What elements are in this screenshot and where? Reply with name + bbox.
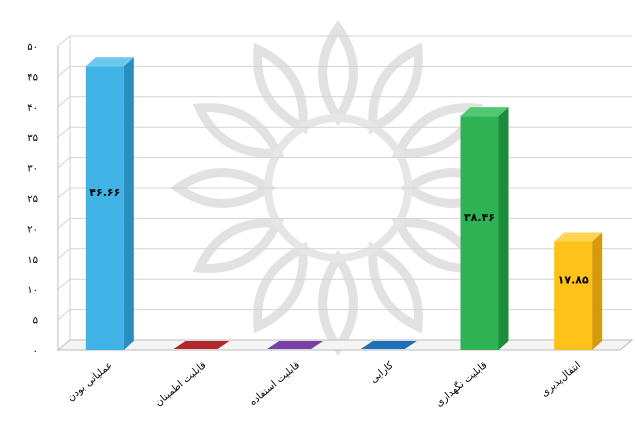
bar-1 bbox=[85, 57, 134, 351]
x-category-label: انتقال‌پذیری bbox=[539, 360, 583, 399]
bar-top bbox=[85, 57, 134, 67]
x-category-label: کارایی bbox=[368, 360, 396, 386]
gridline-side bbox=[57, 96, 71, 108]
bar-front bbox=[85, 66, 124, 351]
x-category-label: عملیاتی بودن bbox=[65, 360, 114, 404]
y-tick-label: ۰ bbox=[33, 346, 38, 357]
bar-top bbox=[460, 107, 509, 117]
gridline-side bbox=[57, 157, 71, 168]
bar-zero-slab bbox=[360, 341, 417, 349]
bar-side bbox=[498, 107, 509, 350]
bar-6 bbox=[554, 232, 603, 350]
gridline-side bbox=[57, 187, 71, 199]
x-axis-categories: عملیاتی بودن قابلیت اطمینان قابلیت استفاده… bbox=[65, 359, 583, 409]
watermark-petal bbox=[253, 241, 308, 334]
x-category-label: قابلیت نگهداری bbox=[433, 359, 490, 409]
bar-front bbox=[460, 116, 499, 350]
bar-zero-slab bbox=[267, 341, 324, 349]
watermark-petal bbox=[368, 241, 423, 334]
gridline-side bbox=[57, 248, 71, 260]
gridline-side bbox=[57, 126, 71, 138]
bar-side bbox=[592, 232, 603, 350]
bar-3 bbox=[267, 341, 324, 349]
bar-5 bbox=[460, 107, 509, 350]
data-label: ۱۷.۸۵ bbox=[558, 274, 589, 287]
gridlines bbox=[57, 35, 632, 320]
y-tick-label: ۲۰ bbox=[27, 224, 38, 235]
bars bbox=[85, 57, 603, 351]
gridline-side bbox=[57, 309, 71, 320]
gridline-side bbox=[57, 278, 71, 290]
y-tick-label: ۵۰ bbox=[27, 42, 38, 53]
watermark-petal bbox=[318, 249, 358, 356]
watermark-petal bbox=[318, 20, 358, 127]
bar-zero-slab bbox=[173, 341, 230, 349]
gridline-side bbox=[57, 66, 71, 77]
bar-top bbox=[554, 232, 603, 242]
axes bbox=[56, 36, 634, 351]
y-tick-label: ۵ bbox=[33, 316, 38, 327]
gridline-side bbox=[57, 218, 71, 229]
y-axis-ticks: ۰ ۵ ۱۰ ۱۵ ۲۰ ۲۵ ۳۰ ۳۵ ۴۰ ۴۵ ۵۰ bbox=[27, 42, 38, 357]
bar-side bbox=[123, 57, 134, 351]
data-label: ۴۶.۶۶ bbox=[89, 186, 120, 199]
bar-front bbox=[554, 241, 593, 350]
bar-4 bbox=[360, 341, 417, 349]
watermark-petal bbox=[192, 103, 285, 158]
y-tick-label: ۴۵ bbox=[27, 72, 38, 83]
watermark-petal bbox=[368, 42, 423, 135]
y-tick-label: ۱۰ bbox=[27, 285, 38, 296]
gridline-side bbox=[57, 35, 71, 47]
x-category-label: قابلیت اطمینان bbox=[153, 360, 208, 409]
y-tick-label: ۱۵ bbox=[27, 255, 38, 266]
y-tick-label: ۲۵ bbox=[27, 194, 38, 205]
y-tick-label: ۳۵ bbox=[27, 133, 38, 144]
chart-floor bbox=[56, 339, 634, 351]
bar-2 bbox=[173, 341, 230, 349]
y-tick-label: ۳۰ bbox=[27, 164, 38, 175]
data-label: ۳۸.۴۶ bbox=[464, 211, 495, 224]
x-category-label: قابلیت استفاده bbox=[248, 360, 303, 408]
watermark-petal bbox=[253, 42, 308, 135]
y-tick-label: ۴۰ bbox=[27, 103, 38, 114]
data-labels: ۴۶.۶۶ ۳۸.۴۶ ۱۷.۸۵ bbox=[89, 186, 589, 287]
watermark-petal bbox=[192, 218, 285, 273]
